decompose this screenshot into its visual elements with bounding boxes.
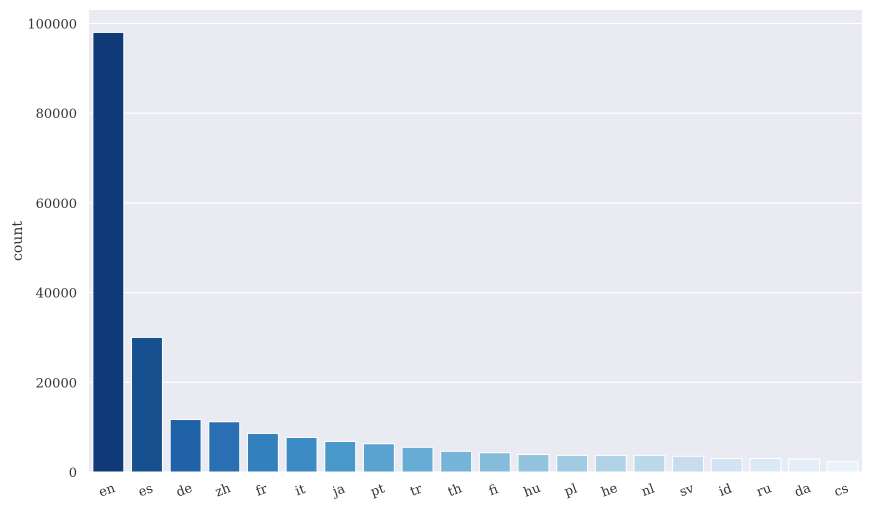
bar-en	[92, 31, 125, 473]
x-tick-label: nl	[640, 482, 657, 500]
y-tick-label: 100000	[27, 17, 77, 32]
y-tick-label: 80000	[36, 107, 77, 122]
x-tick-label: fi	[487, 482, 501, 499]
bar-ru	[749, 458, 782, 473]
x-tick-label: es	[136, 481, 155, 500]
bar-nl	[633, 454, 666, 473]
y-axis-label: count	[10, 221, 26, 261]
bar-he	[594, 454, 627, 473]
y-tick-label: 0	[69, 466, 77, 481]
x-tick-label: tr	[408, 481, 425, 499]
bar-pl	[556, 454, 589, 473]
bar-da	[788, 458, 820, 473]
x-tick-label: pt	[369, 481, 388, 500]
x-tick-label: da	[793, 481, 813, 501]
bar-fi	[478, 452, 511, 473]
x-tick-label: sv	[678, 481, 697, 500]
bar-hu	[517, 454, 550, 473]
bar-fr	[246, 432, 279, 473]
bar-es	[131, 336, 163, 473]
plot-background	[89, 10, 862, 472]
bar-ja	[324, 440, 357, 473]
x-tick-label: zh	[213, 481, 233, 501]
bars	[92, 31, 859, 473]
y-tick-labels: 0 20000 40000 60000 80000 100000	[27, 17, 77, 481]
x-tick-labels: en es de zh fr it ja pt tr th fi hu pl he nl sv id ru da cs	[97, 481, 851, 501]
bar-zh	[208, 421, 241, 473]
bar-it	[285, 436, 318, 473]
x-tick-label: ru	[755, 481, 774, 500]
y-tick-label: 40000	[36, 287, 77, 302]
x-tick-label: hu	[522, 481, 543, 501]
bar-id	[710, 458, 743, 473]
y-tick-label: 20000	[36, 376, 77, 391]
bar-sv	[672, 455, 705, 473]
x-tick-label: de	[174, 481, 194, 501]
bar-pt	[362, 443, 395, 473]
x-tick-label: en	[97, 481, 118, 501]
x-tick-label: it	[293, 482, 308, 500]
x-tick-label: id	[717, 482, 734, 500]
bar-th	[440, 450, 473, 473]
x-tick-label: cs	[832, 481, 850, 500]
x-tick-label: pl	[562, 482, 579, 500]
y-tick-label: 60000	[36, 197, 77, 212]
x-tick-label: fr	[254, 482, 270, 500]
bar-cs	[826, 461, 859, 473]
bar-tr	[401, 446, 434, 473]
bar-de	[169, 419, 202, 473]
x-tick-label: ja	[329, 482, 347, 501]
x-tick-label: he	[599, 481, 620, 501]
x-tick-label: th	[446, 481, 464, 500]
